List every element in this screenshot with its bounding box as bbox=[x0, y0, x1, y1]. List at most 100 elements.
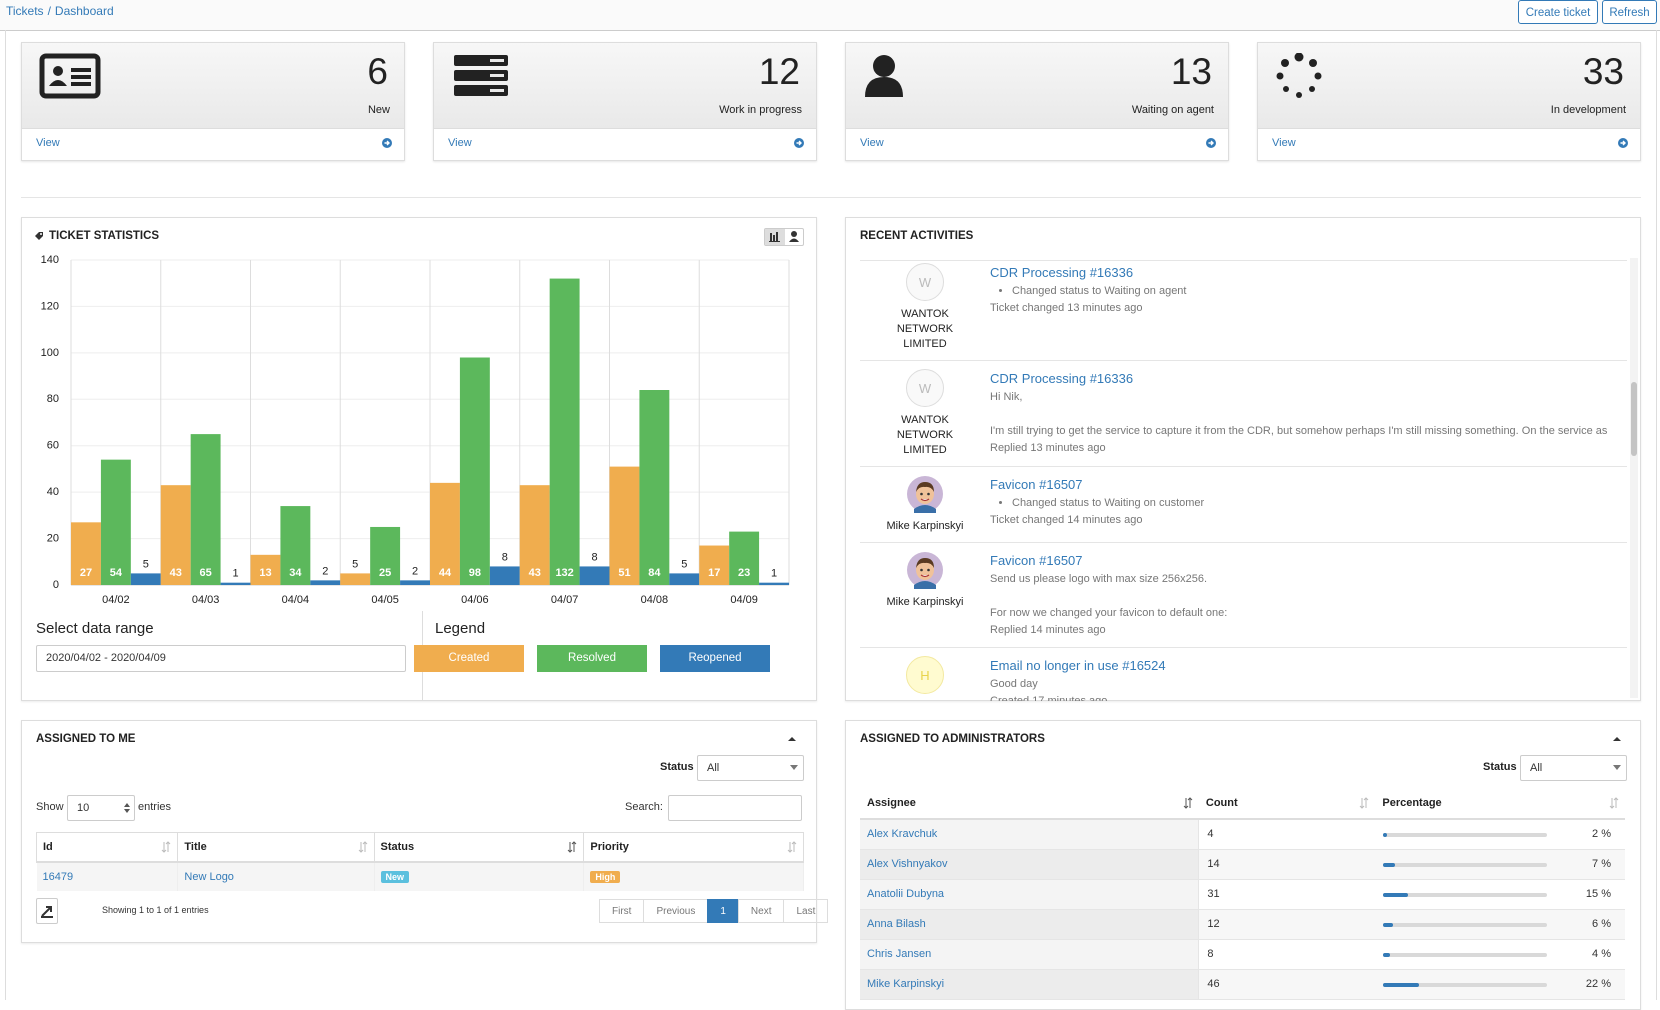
collapse-icon[interactable] bbox=[788, 736, 796, 742]
chart-view-button[interactable] bbox=[765, 229, 785, 245]
progress-bar bbox=[1383, 862, 1395, 867]
search-input[interactable] bbox=[668, 795, 802, 821]
assignee-link[interactable]: Chris Jansen bbox=[867, 948, 932, 960]
page-size-select[interactable]: 10 bbox=[67, 795, 135, 821]
column-header[interactable]: Status bbox=[374, 832, 585, 862]
stat-arrow[interactable] bbox=[382, 138, 392, 151]
pagination: First Previous 1 Next Last bbox=[599, 899, 829, 923]
activity-author: H Hitech Fibre bbox=[860, 656, 990, 701]
stat-arrow[interactable] bbox=[794, 138, 804, 151]
table-cell: New Logo bbox=[177, 861, 375, 891]
data-label: 25 bbox=[379, 567, 391, 579]
scrollbar-thumb[interactable] bbox=[1631, 382, 1637, 456]
content bbox=[5, 30, 1657, 1000]
column-header[interactable]: Assignee bbox=[860, 788, 1199, 819]
activity-body: Favicon #16507 Changed status to Waiting … bbox=[990, 475, 1627, 534]
column-header[interactable]: Percentage bbox=[1375, 788, 1625, 819]
stat-view-link[interactable]: View bbox=[448, 137, 472, 149]
activity-line: Send us please logo with max size 256x25… bbox=[990, 573, 1208, 585]
legend-entry: Reopened bbox=[660, 645, 770, 672]
data-label: 51 bbox=[618, 567, 630, 579]
bar bbox=[519, 485, 550, 585]
collapse-icon[interactable] bbox=[1613, 736, 1621, 742]
stat-card: 13 Waiting on agent View bbox=[845, 42, 1229, 161]
refresh-button[interactable]: Refresh bbox=[1602, 0, 1657, 24]
x-tick-label: 04/07 bbox=[551, 594, 579, 606]
y-tick-label: 80 bbox=[47, 393, 59, 405]
sort-icon[interactable] bbox=[787, 841, 797, 856]
sort-icon[interactable] bbox=[1183, 797, 1193, 812]
progress-track bbox=[1383, 892, 1548, 897]
stat-card-header: 6 New bbox=[22, 43, 404, 129]
assignee-link[interactable]: Alex Vishnyakov bbox=[867, 858, 948, 870]
stat-view-link[interactable]: View bbox=[36, 137, 60, 149]
activity-line: For now we changed your favicon to defau… bbox=[990, 607, 1228, 619]
activity-title[interactable]: Favicon #16507 bbox=[990, 553, 1083, 568]
date-range-input[interactable]: 2020/04/02 - 2020/04/09 bbox=[36, 645, 406, 672]
bar bbox=[669, 573, 700, 585]
stat-view-link[interactable]: View bbox=[1272, 137, 1296, 149]
breadcrumb-link[interactable]: Tickets bbox=[6, 4, 44, 18]
y-tick-label: 40 bbox=[47, 486, 59, 498]
select-caret bbox=[1613, 765, 1621, 770]
page-button[interactable]: First bbox=[599, 899, 645, 923]
assignee-link[interactable]: Mike Karpinskyi bbox=[867, 978, 945, 990]
status-label: Status bbox=[660, 761, 694, 773]
activity-title[interactable]: CDR Processing #16336 bbox=[990, 371, 1134, 386]
activity-title[interactable]: Email no longer in use #16524 bbox=[990, 658, 1166, 673]
bar bbox=[310, 580, 341, 585]
status-select[interactable]: All bbox=[1520, 755, 1627, 781]
bar bbox=[160, 485, 191, 585]
progress-track bbox=[1383, 833, 1548, 837]
sort-icon[interactable] bbox=[358, 841, 368, 856]
status-select[interactable]: All bbox=[697, 755, 804, 781]
sort-icon[interactable] bbox=[1359, 797, 1369, 812]
sort-icon[interactable] bbox=[567, 841, 577, 856]
export-button[interactable] bbox=[36, 898, 58, 924]
stat-label: In development bbox=[1550, 104, 1626, 116]
activity-item: HHitech FibreEmail no longer in use #165… bbox=[860, 648, 1627, 701]
user-view-button[interactable] bbox=[785, 229, 803, 245]
assignee-link[interactable]: Alex Kravchuk bbox=[867, 828, 938, 841]
progress-track bbox=[1383, 862, 1548, 867]
activity-time: Replied 13 minutes ago bbox=[990, 442, 1106, 454]
data-label: 27 bbox=[80, 567, 92, 579]
assignee-link[interactable]: Anatolii Dubyna bbox=[867, 888, 945, 900]
column-header[interactable]: Priority bbox=[583, 832, 804, 862]
sort-icon[interactable] bbox=[1609, 797, 1619, 812]
bar bbox=[130, 573, 161, 585]
page-button[interactable]: 1 bbox=[707, 899, 739, 923]
assignee-cell: Mike Karpinskyi bbox=[860, 969, 1200, 999]
data-label: 44 bbox=[439, 567, 452, 579]
data-label: 5 bbox=[352, 558, 358, 570]
stat-arrow[interactable] bbox=[1618, 138, 1628, 151]
author-name: WANTOK NETWORK LIMITED bbox=[896, 414, 954, 456]
cell-link[interactable]: 16479 bbox=[42, 870, 74, 883]
data-label: 5 bbox=[143, 558, 149, 570]
activity-body: CDR Processing #16336 Changed status to W… bbox=[990, 263, 1627, 352]
data-label: 5 bbox=[681, 558, 687, 570]
view-toggle bbox=[764, 228, 804, 246]
bar bbox=[370, 526, 401, 585]
stat-icon bbox=[39, 53, 101, 104]
page-button[interactable]: Last bbox=[783, 899, 829, 923]
avatar: H bbox=[906, 656, 944, 694]
assignee-link[interactable]: Anna Bilash bbox=[867, 918, 926, 930]
page-button[interactable]: Next bbox=[737, 899, 785, 923]
stat-arrow[interactable] bbox=[1206, 138, 1216, 151]
sort-icon[interactable] bbox=[161, 841, 171, 856]
column-header[interactable]: Title bbox=[177, 832, 375, 862]
column-header[interactable]: Id bbox=[36, 832, 179, 862]
percentage-cell: 15 % bbox=[1375, 879, 1625, 909]
panel-title: TICKET STATISTICS bbox=[49, 230, 160, 242]
bar bbox=[280, 506, 311, 585]
cell-link[interactable]: New Logo bbox=[184, 870, 234, 883]
stat-view-link[interactable]: View bbox=[860, 137, 884, 149]
breadcrumb-current: Dashboard bbox=[54, 4, 114, 18]
column-header[interactable]: Count bbox=[1199, 788, 1375, 819]
activity-body: Favicon #16507 Send us please logo with m… bbox=[990, 551, 1627, 639]
activity-title[interactable]: CDR Processing #16336 bbox=[990, 265, 1134, 280]
page-button[interactable]: Previous bbox=[643, 899, 709, 923]
activity-title[interactable]: Favicon #16507 bbox=[990, 477, 1083, 492]
create-ticket-button[interactable]: Create ticket bbox=[1518, 0, 1598, 24]
